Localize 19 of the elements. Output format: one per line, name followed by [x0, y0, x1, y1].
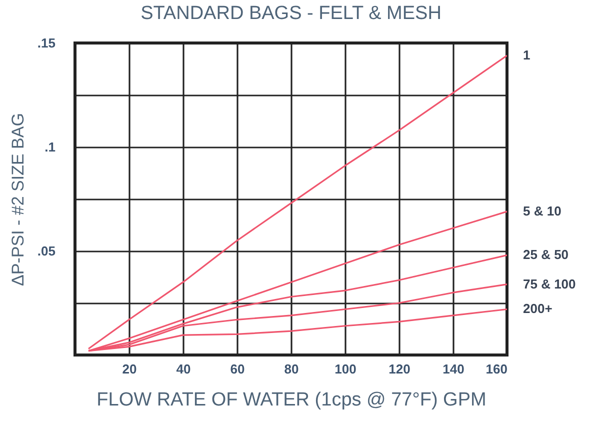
series-label: 75 & 100 [523, 276, 576, 292]
x-axis-title: FLOW RATE OF WATER (1cps @ 77°F) GPM [96, 390, 486, 410]
y-tick-label: .05 [37, 244, 56, 258]
y-axis-title: ΔP-PSI - #2 SIZE BAG [8, 113, 28, 286]
x-tick-label: 20 [122, 362, 137, 376]
y-tick-label: .15 [37, 36, 56, 50]
x-tick-label: 80 [284, 362, 299, 376]
x-tick-label: 60 [230, 362, 245, 376]
x-tick-label: 140 [442, 362, 464, 376]
x-tick-label: 100 [334, 362, 356, 376]
chart-title: STANDARD BAGS - FELT & MESH [140, 3, 442, 24]
series-label: 200+ [523, 301, 553, 316]
series-label: 1 [523, 47, 530, 62]
x-tick-label: 160 [486, 362, 508, 376]
y-tick-label: .1 [44, 140, 56, 154]
series-label: 5 & 10 [523, 203, 562, 218]
x-tick-label: 120 [388, 362, 410, 376]
series-label: 25 & 50 [523, 247, 569, 262]
x-tick-label: 40 [176, 362, 191, 376]
